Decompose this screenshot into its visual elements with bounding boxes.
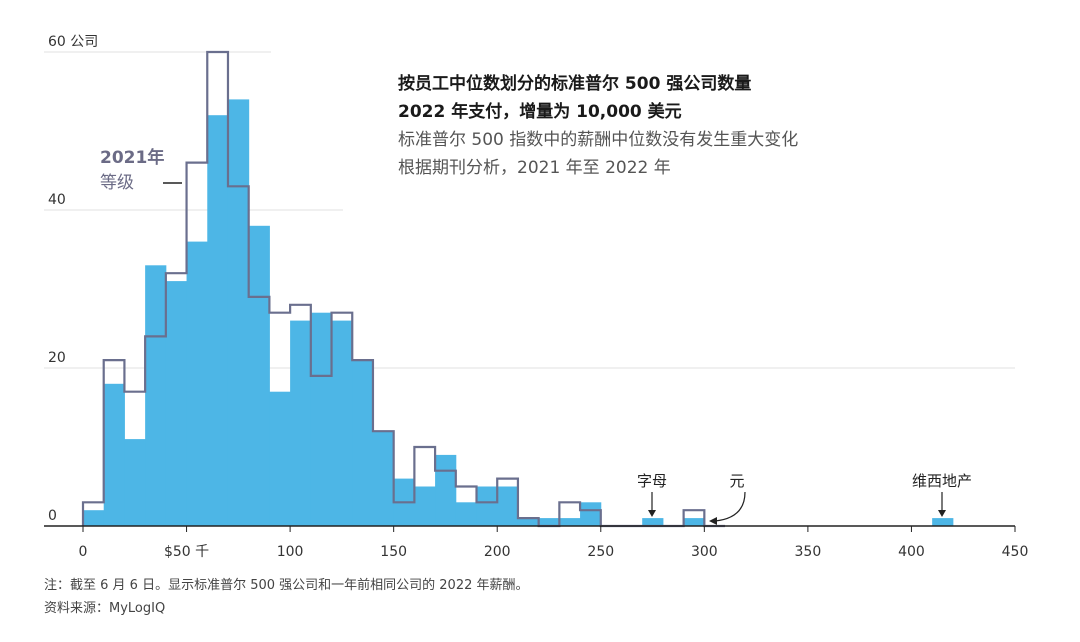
annotation-yuan-arrowhead <box>709 517 717 525</box>
bar-2022 <box>227 99 250 527</box>
bar-2022 <box>414 486 436 526</box>
bar-2022 <box>186 241 208 526</box>
bar-2022 <box>497 486 519 526</box>
y-tick-label: 0 <box>48 508 57 524</box>
bar-2022 <box>476 486 498 526</box>
annotation-alphabet-arrowhead <box>648 510 656 517</box>
chart-title: 按员工中位数划分的标准普尔 500 强公司数量 <box>398 74 752 94</box>
x-tick-label: 400 <box>898 544 925 560</box>
bar-2022 <box>559 518 581 526</box>
bar-2022 <box>165 281 188 526</box>
chart-subtitle: 2022 年支付，增量为 10,000 美元 <box>398 102 682 122</box>
x-tick-label: 250 <box>587 544 614 560</box>
x-tick-label: 150 <box>380 544 407 560</box>
bar-2022 <box>269 391 291 526</box>
x-tick-label: 100 <box>277 544 304 560</box>
bar-2022 <box>310 312 333 526</box>
y-tick-label: 60 公司 <box>48 34 98 50</box>
bar-2022 <box>248 225 270 527</box>
annotation-alphabet: 字母 <box>637 472 667 490</box>
x-tick-label: 200 <box>484 544 511 560</box>
x-tick-label: $50 千 <box>164 544 209 560</box>
bar-2022 <box>517 518 540 526</box>
bar-2022 <box>455 502 478 526</box>
outline-2021-path <box>81 50 726 528</box>
x-tick-label: 300 <box>691 544 718 560</box>
chart-description-2: 根据期刊分析，2021 年至 2022 年 <box>398 158 671 178</box>
chart-title-block: 按员工中位数划分的标准普尔 500 强公司数量 2022 年支付，增量为 10,… <box>398 70 998 182</box>
annotation-yuan-arrow <box>714 491 746 522</box>
bars-2022 <box>83 99 954 527</box>
x-tick-label: 0 <box>79 544 88 560</box>
y-axis-labels: 0 20 40 60 公司 <box>48 34 98 524</box>
outline-2021 <box>81 50 726 528</box>
y-tick-label: 40 <box>48 192 66 208</box>
footer-source: 资料来源：MyLogIQ <box>44 601 166 616</box>
bar-2022 <box>932 518 954 526</box>
bar-2022 <box>145 265 167 526</box>
annotation-realestate: 维西地产 <box>912 472 972 490</box>
annotation-realestate-arrowhead <box>938 510 946 517</box>
chart-footer: 注：截至 6 月 6 日。显示标准普尔 500 强公司和一年前相同公司的 202… <box>44 574 529 620</box>
bar-2022 <box>83 510 105 526</box>
legend-2021-grade: 等级 <box>100 173 134 193</box>
bar-2022 <box>331 320 353 526</box>
bar-2022 <box>372 431 395 526</box>
x-tick-label: 450 <box>1002 544 1029 560</box>
bar-2022 <box>435 454 457 526</box>
legend-2021-year: 2021年 <box>100 147 164 168</box>
chart-description: 标准普尔 500 指数中的薪酬中位数没有发生重大变化 <box>398 130 799 150</box>
bar-2022 <box>103 383 125 526</box>
bar-2022 <box>352 360 374 526</box>
bar-2022 <box>124 439 146 526</box>
bar-2022 <box>642 518 664 526</box>
x-tick-label: 350 <box>795 544 822 560</box>
bar-2022 <box>580 502 602 526</box>
bar-2022 <box>207 115 229 526</box>
footer-note: 注：截至 6 月 6 日。显示标准普尔 500 强公司和一年前相同公司的 202… <box>44 578 529 593</box>
annotation-yuan: 元 <box>729 472 744 490</box>
bar-2022 <box>683 518 705 526</box>
x-axis: 0 $50 千 100 150 200 250 300 350 400 450 <box>44 525 1029 560</box>
bar-2022 <box>290 320 312 526</box>
y-tick-label: 20 <box>48 350 66 366</box>
bar-2022 <box>538 518 560 526</box>
